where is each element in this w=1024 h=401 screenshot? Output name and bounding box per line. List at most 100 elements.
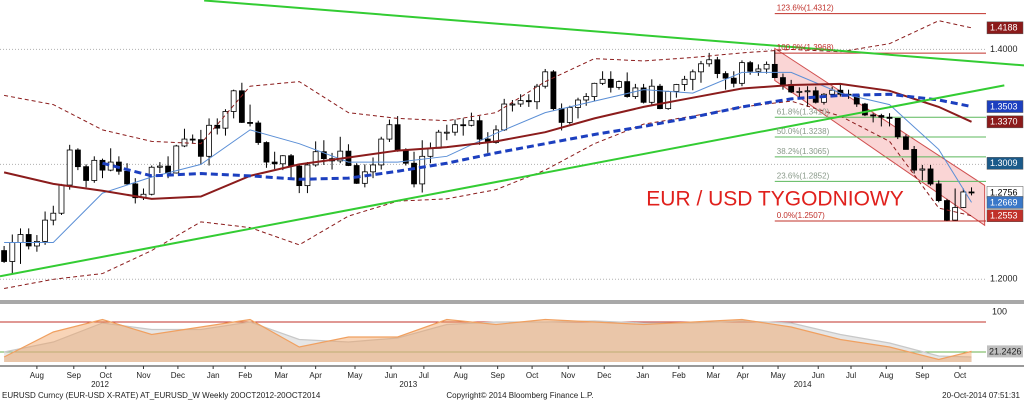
candle-body — [829, 89, 836, 95]
year-label: 2014 — [794, 380, 812, 389]
candle-body — [230, 90, 237, 112]
candle-body — [74, 149, 81, 168]
x-tick-label: Aug — [879, 371, 893, 380]
price-label: 1.2756 — [990, 187, 1018, 197]
candle-body — [911, 149, 918, 171]
candle-body — [411, 162, 417, 185]
candle-body — [870, 114, 877, 117]
candle-body — [566, 107, 573, 123]
candle-body — [542, 71, 549, 87]
x-tick-label: Feb — [672, 371, 686, 380]
candle-body — [443, 131, 450, 134]
candle-body — [271, 161, 278, 165]
candle-body — [435, 131, 442, 149]
chart-title: EUR / USD TYGODNIOWY — [646, 188, 903, 211]
osc-label: 21.2426 — [989, 346, 1022, 356]
x-tick-label: Nov — [561, 371, 575, 380]
candle-body — [517, 100, 524, 105]
candle-body — [493, 129, 499, 143]
candle-body — [25, 234, 32, 247]
fib-label: 38.2%(1.3065) — [777, 147, 830, 156]
x-tick-label: Oct — [100, 371, 113, 380]
candle-body — [796, 90, 803, 93]
candle-body — [263, 142, 270, 163]
osc-tick-label: 100 — [992, 306, 1007, 316]
indicator-line — [4, 71, 972, 244]
x-tick-label: Apr — [309, 371, 322, 380]
indicator-line — [4, 100, 972, 290]
price-label-box — [986, 115, 1024, 129]
candle-body — [238, 90, 245, 123]
candle-body — [780, 77, 786, 85]
candle-body — [706, 59, 713, 65]
candle-body — [952, 207, 959, 221]
x-tick-label: Jun — [385, 371, 398, 380]
indicator-line — [3, 82, 972, 200]
candle-body — [657, 85, 663, 110]
osc-area — [4, 321, 972, 362]
candle-body — [320, 151, 327, 160]
candle-body — [771, 63, 778, 78]
price-label: 1.2553 — [990, 211, 1018, 221]
candle-body — [862, 103, 868, 116]
x-tick-label: May — [770, 371, 785, 380]
candle-body — [173, 145, 180, 174]
candle-body — [91, 159, 98, 181]
price-label: 1.3009 — [990, 158, 1018, 168]
candle-body — [197, 139, 204, 157]
candle-body — [886, 116, 893, 119]
candle-body — [288, 155, 294, 167]
candle-body — [689, 71, 696, 80]
candle-body — [821, 93, 827, 103]
candle-body — [804, 90, 811, 93]
candle-body — [673, 84, 680, 92]
candle-body — [616, 81, 622, 88]
y-tick-label: 1.2000 — [990, 274, 1018, 284]
osc-line — [3, 320, 972, 358]
candle-body — [452, 124, 458, 133]
price-label: 1.3503 — [990, 101, 1018, 111]
candle-body — [919, 168, 926, 171]
candle-body — [312, 151, 319, 166]
x-tick-label: Jul — [419, 371, 429, 380]
x-tick-label: Jan — [636, 371, 649, 380]
candle-body — [763, 63, 770, 70]
candle-body — [1, 250, 7, 262]
candle-body — [279, 155, 286, 165]
candle-body — [903, 136, 909, 150]
candle-body — [681, 78, 688, 85]
candle-body — [33, 240, 40, 247]
candle-body — [698, 63, 704, 73]
candle-body — [419, 155, 426, 185]
candle-body — [181, 138, 188, 147]
panel-divider — [0, 300, 1024, 304]
candle-body — [599, 78, 606, 84]
fib-label: 50.0%(1.3238) — [777, 127, 830, 136]
candle-body — [525, 100, 532, 103]
candle-body — [386, 124, 393, 140]
candle-body — [17, 234, 24, 243]
candle-body — [247, 122, 253, 124]
fib-label: 0.0%(1.2507) — [777, 211, 825, 220]
osc-area — [4, 319, 972, 362]
x-tick-label: Dec — [597, 371, 611, 380]
x-tick-label: Sep — [67, 371, 82, 380]
x-tick-label: Aug — [454, 371, 468, 380]
candle-body — [575, 99, 581, 108]
candle-body — [58, 184, 65, 214]
candle-body — [304, 164, 311, 187]
candle-body — [222, 111, 229, 129]
candle-body — [550, 71, 557, 110]
x-tick-label: Aug — [30, 371, 44, 380]
candle-body — [927, 168, 934, 185]
price-label: 1.3370 — [990, 117, 1018, 127]
candle-body — [353, 165, 360, 184]
year-label: 2012 — [91, 380, 109, 389]
candle-body — [935, 183, 942, 201]
price-label: 1.4188 — [990, 23, 1018, 33]
candle-body — [132, 183, 139, 199]
osc-label-box — [987, 345, 1023, 358]
fib-label: 61.8%(1.3410) — [777, 107, 830, 116]
